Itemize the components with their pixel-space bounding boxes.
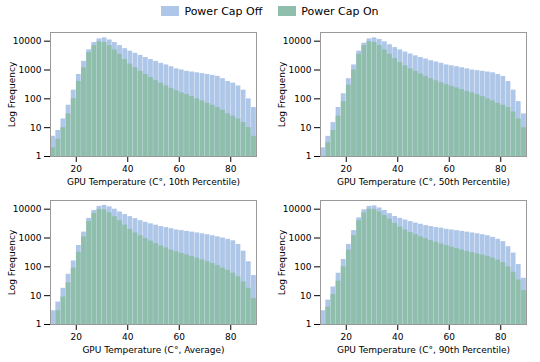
svg-text:1000: 1000 <box>289 233 312 243</box>
svg-text:20: 20 <box>341 164 353 174</box>
svg-text:40: 40 <box>122 164 134 174</box>
svg-text:60: 60 <box>174 332 186 342</box>
svg-text:100: 100 <box>294 94 311 104</box>
svg-text:10000: 10000 <box>283 36 312 46</box>
svg-text:1000: 1000 <box>289 65 312 75</box>
svg-text:20: 20 <box>71 164 83 174</box>
svg-text:10: 10 <box>300 123 312 133</box>
svg-text:10000: 10000 <box>13 204 42 214</box>
html-text:Power Cap Off: Power Cap Off <box>184 4 263 18</box>
svg-text:Log Frequency: Log Frequency <box>277 61 287 127</box>
svg-text:10: 10 <box>30 291 42 301</box>
svg-text:GPU Temperature (C°, Average): GPU Temperature (C°, Average) <box>82 345 224 355</box>
svg-text:40: 40 <box>392 332 404 342</box>
svg-text:60: 60 <box>444 164 456 174</box>
svg-text:100: 100 <box>24 262 41 272</box>
svg-text:Log Frequency: Log Frequency <box>277 229 287 295</box>
svg-text:80: 80 <box>495 164 507 174</box>
svg-text:Log Frequency: Log Frequency <box>7 229 17 295</box>
svg-text:GPU Temperature (C°, 50th Perc: GPU Temperature (C°, 50th Percentile) <box>337 177 510 187</box>
svg-text:1000: 1000 <box>19 65 42 75</box>
svg-text:1: 1 <box>36 319 42 329</box>
svg-text:60: 60 <box>174 164 186 174</box>
svg-text:80: 80 <box>225 164 237 174</box>
svg-text:20: 20 <box>71 332 83 342</box>
svg-text:20: 20 <box>341 332 353 342</box>
svg-text:10000: 10000 <box>13 36 42 46</box>
svg-text:80: 80 <box>495 332 507 342</box>
svg-text:40: 40 <box>122 332 134 342</box>
svg-text:100: 100 <box>24 94 41 104</box>
html-text:Power Cap On: Power Cap On <box>301 4 379 18</box>
svg-text:10000: 10000 <box>283 204 312 214</box>
svg-text:10: 10 <box>300 291 312 301</box>
svg-text:1000: 1000 <box>19 233 42 243</box>
svg-text:100: 100 <box>294 262 311 272</box>
svg-text:10: 10 <box>30 123 42 133</box>
svg-text:80: 80 <box>225 332 237 342</box>
svg-text:Log Frequency: Log Frequency <box>7 61 17 127</box>
svg-text:40: 40 <box>392 164 404 174</box>
svg-text:GPU Temperature (C°, 10th Perc: GPU Temperature (C°, 10th Percentile) <box>67 177 240 187</box>
svg-text:1: 1 <box>36 151 42 161</box>
svg-text:1: 1 <box>306 151 312 161</box>
svg-text:1: 1 <box>306 319 312 329</box>
svg-text:GPU Temperature (C°, 90th Perc: GPU Temperature (C°, 90th Percentile) <box>337 345 510 355</box>
svg-text:60: 60 <box>444 332 456 342</box>
